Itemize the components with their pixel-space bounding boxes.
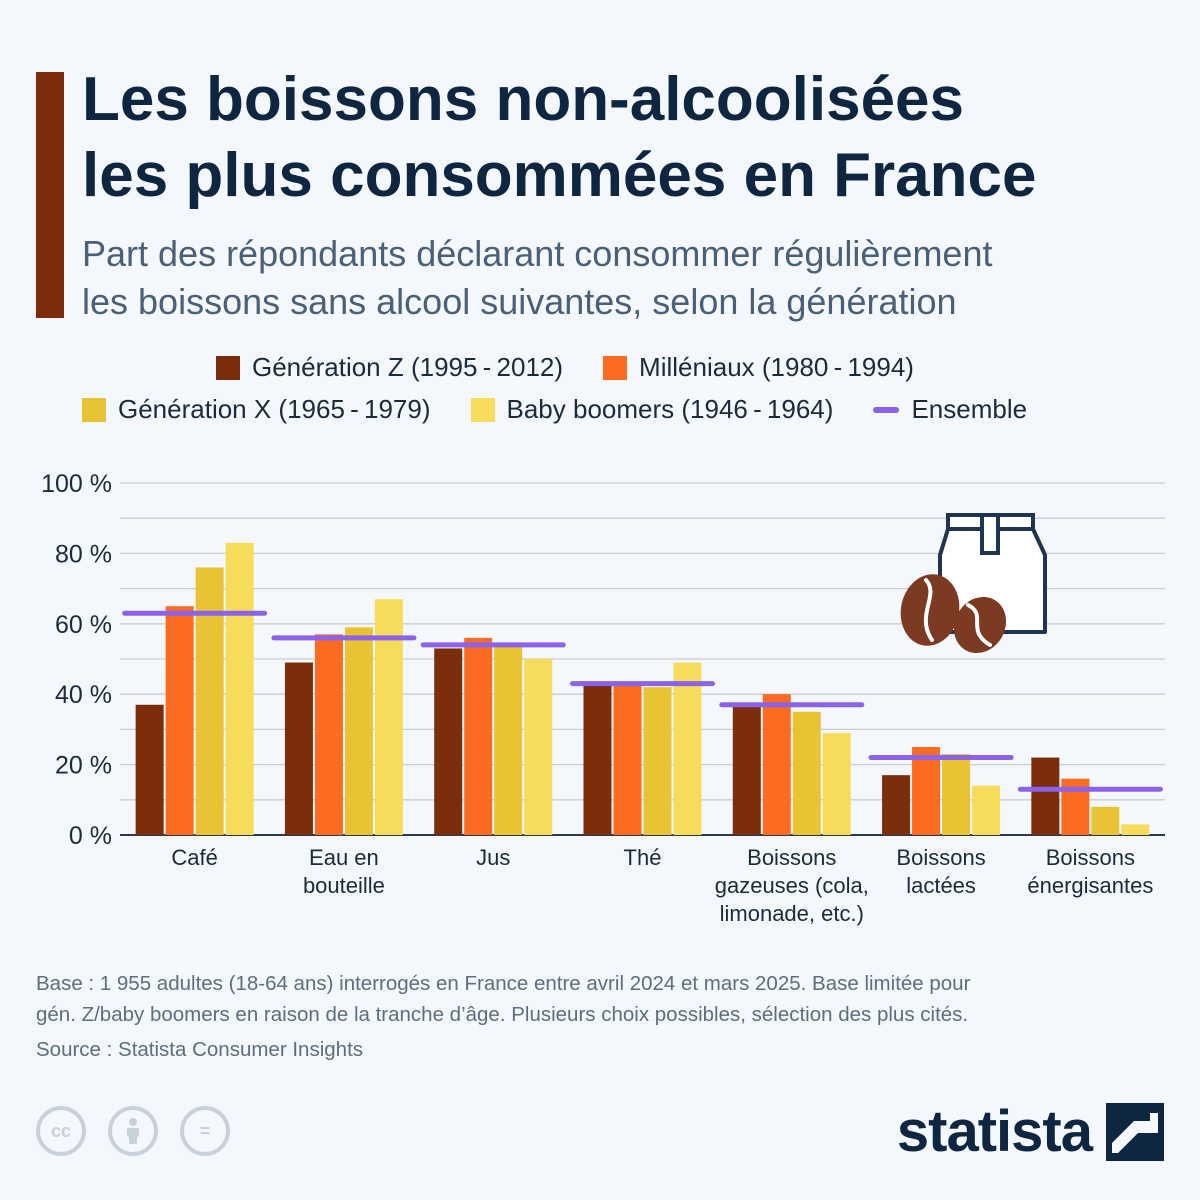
bar-gen_x [942, 754, 971, 835]
title-line-2: les plus consommées en France [82, 141, 1037, 210]
y-axis-labels: 0 % 20 % 40 % 60 % 80 % 100 % [41, 470, 112, 850]
statista-brand[interactable]: statista [897, 1098, 1164, 1165]
title-accent-bar [36, 72, 64, 318]
y-tick-label: 0 % [69, 822, 112, 850]
x-tick-label: énergisantes [1027, 873, 1153, 898]
legend-item-millennials: Milléniaux (1980 - 1994) [603, 352, 914, 383]
bar-gen_x [344, 627, 373, 835]
footnote: Base : 1 955 adultes (18-64 ans) interro… [36, 968, 1176, 1030]
bar-gen_x [494, 644, 523, 835]
x-tick-label: limonade, etc.) [720, 901, 864, 926]
bar-boomers [225, 542, 254, 835]
bar-boomers [822, 732, 851, 835]
y-tick-label: 40 % [55, 681, 112, 709]
bar-boomers [673, 662, 702, 835]
bar-gen_z [284, 662, 313, 835]
x-tick-label: gazeuses (cola, [715, 873, 869, 898]
footnote-line-1: Base : 1 955 adultes (18-64 ans) interro… [36, 972, 971, 995]
bar-gen_z [135, 704, 164, 835]
bar-millennials [762, 694, 791, 835]
chart-bars [135, 542, 1150, 835]
x-tick-label: Eau en [309, 845, 379, 870]
y-tick-label: 100 % [41, 470, 112, 498]
subtitle-line-2: les boissons sans alcool suivantes, selo… [82, 281, 957, 322]
nd-icon[interactable]: = [180, 1106, 230, 1156]
x-tick-label: Thé [624, 845, 662, 870]
legend-label-ensemble: Ensemble [911, 394, 1028, 424]
bar-millennials [165, 606, 194, 835]
statista-logo-icon [1106, 1102, 1164, 1161]
bar-boomers [374, 599, 403, 835]
bar-millennials [912, 747, 941, 835]
legend-swatch-gen-z [216, 355, 240, 380]
person-icon [127, 1118, 139, 1144]
bar-gen_z [583, 683, 612, 835]
footnote-line-2: gén. Z/baby boomers en raison de la tran… [36, 1003, 969, 1026]
x-tick-label: lactées [906, 873, 976, 898]
legend-item-gen-z: Génération Z (1995 - 2012) [216, 352, 563, 383]
bar-boomers [972, 785, 1001, 835]
subtitle: Part des répondants déclarant consommer … [82, 230, 1182, 326]
bar-boomers [524, 659, 553, 835]
legend-row-2: Génération X (1965 - 1979) Baby boomers … [82, 394, 1067, 425]
bar-millennials [613, 683, 642, 835]
license-icons: cc = [36, 1106, 252, 1156]
bar-gen_x [195, 567, 224, 835]
x-tick-label: Jus [476, 845, 510, 870]
page-title: Les boissons non-alcoolisées les plus co… [82, 62, 1182, 214]
legend-row-1: Génération Z (1995 - 2012) Milléniaux (1… [216, 352, 954, 383]
by-icon[interactable] [108, 1106, 158, 1156]
x-axis-labels: Café Eau en bouteille Jus Thé Boissons gazeuse… [171, 845, 1153, 926]
x-tick-label: Boissons [747, 845, 836, 870]
bar-boomers [1121, 824, 1150, 835]
legend-label-gen-x: Génération X (1965 - 1979) [118, 394, 431, 424]
y-tick-label: 20 % [55, 752, 112, 780]
x-tick-label: bouteille [303, 873, 385, 898]
bar-gen_z [732, 704, 761, 835]
legend-item-boomers: Baby boomers (1946 - 1964) [470, 394, 834, 425]
x-tick-label: Boissons [1046, 845, 1135, 870]
coffee-bag-icon [900, 513, 1047, 654]
bar-gen_z [882, 775, 911, 835]
source-note: Source : Statista Consumer Insights [36, 1038, 364, 1061]
legend-swatch-boomers [470, 397, 495, 422]
subtitle-line-1: Part des répondants déclarant consommer … [82, 233, 993, 274]
bar-chart: 0 % 20 % 40 % 60 % 80 % 100 % Café Eau en boute… [41, 470, 1165, 926]
y-tick-label: 60 % [55, 611, 112, 639]
x-tick-label: Boissons [896, 845, 985, 870]
brand-name: statista [896, 1099, 1093, 1164]
legend-item-gen-x: Génération X (1965 - 1979) [82, 394, 431, 425]
legend-swatch-ensemble [873, 406, 900, 413]
legend-swatch-gen-x [82, 397, 106, 422]
bar-gen_z [1031, 757, 1060, 835]
bar-millennials [314, 634, 343, 835]
legend-label-boomers: Baby boomers (1946 - 1964) [506, 394, 834, 424]
legend-label-gen-z: Génération Z (1995 - 2012) [252, 352, 564, 382]
bar-gen_x [792, 711, 821, 835]
y-tick-label: 80 % [55, 540, 112, 568]
legend-item-ensemble: Ensemble [873, 394, 1027, 425]
legend-swatch-millennials [603, 355, 628, 380]
ensemble-markers [122, 610, 1163, 792]
bar-gen_x [1091, 806, 1120, 835]
title-line-1: Les boissons non-alcoolisées [82, 65, 965, 134]
bar-gen_x [643, 687, 672, 835]
cc-icon[interactable]: cc [36, 1106, 86, 1156]
legend-label-millennials: Milléniaux (1980 - 1994) [639, 352, 914, 382]
bar-millennials [464, 637, 493, 835]
x-tick-label: Café [171, 845, 217, 870]
bar-gen_z [434, 648, 463, 835]
